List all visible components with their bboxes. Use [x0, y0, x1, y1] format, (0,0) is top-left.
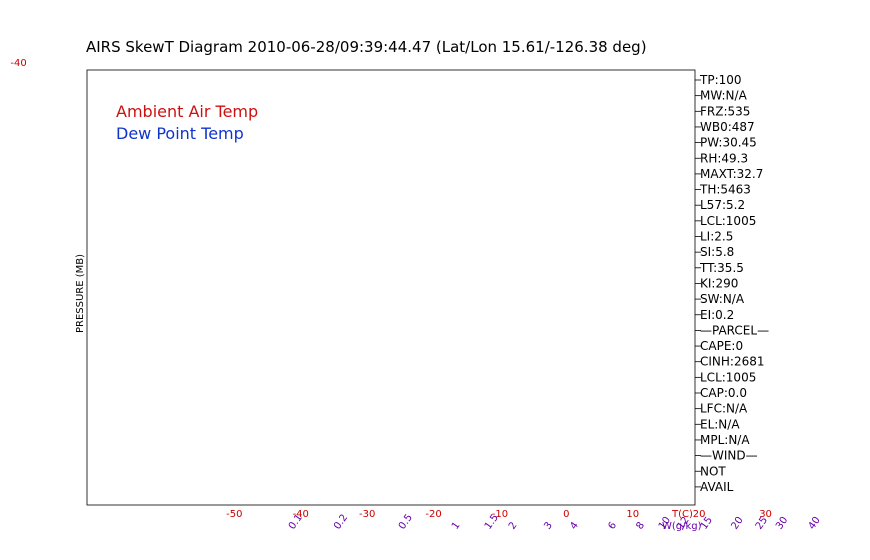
mixing-ratio-label: 6: [606, 520, 619, 532]
mixing-ratio-label: 0.2: [332, 512, 350, 531]
legend-dew-point-temp: Dew Point Temp: [116, 124, 244, 143]
bottom-temp-tick: -30: [359, 509, 375, 520]
stats-item: CAPE:0: [700, 339, 743, 353]
stats-item: SI:5.8: [700, 245, 734, 259]
mixing-ratio-label: 40: [807, 515, 823, 532]
stats-item: CAP:0.0: [700, 386, 747, 400]
legend-ambient-air-temp: Ambient Air Temp: [116, 102, 258, 121]
stats-item: FRZ:535: [700, 104, 750, 118]
stats-item: CINH:2681: [700, 355, 765, 369]
stats-item: L57:5.2: [700, 198, 745, 212]
stats-item: NOT: [700, 464, 726, 478]
y-axis-label: PRESSURE (MB): [75, 254, 86, 333]
stats-item: TT:35.5: [699, 261, 744, 275]
stats-item: LCL:1005: [700, 370, 756, 384]
stats-item: EL:N/A: [700, 417, 740, 431]
mixing-ratio-label: 30: [774, 515, 790, 532]
stats-item: AVAIL: [700, 480, 734, 494]
stats-item: LI:2.5: [700, 230, 733, 244]
stats-item: EI:0.2: [700, 308, 734, 322]
bottom-temp-tick: -10: [492, 509, 508, 520]
bottom-temp-tick: -50: [226, 509, 242, 520]
stats-item: KI:290: [700, 276, 738, 290]
stats-item: MW:N/A: [700, 89, 748, 103]
stats-item: —WIND—: [700, 449, 758, 463]
plot-frame: [86, 69, 696, 506]
chart-title: AIRS SkewT Diagram 2010-06-28/09:39:44.4…: [86, 38, 647, 56]
stats-item: WB0:487: [700, 120, 755, 134]
bottom-temp-tick: 30: [759, 509, 772, 520]
mixing-ratio-label: 8: [634, 520, 647, 532]
stats-item: TH:5463: [699, 183, 751, 197]
bottom-temp-tick: 10: [626, 509, 639, 520]
stats-item: TP:100: [699, 73, 742, 87]
mixing-ratio-label: 3: [542, 520, 555, 532]
mixing-ratio-unit: W(g/kg): [662, 521, 702, 532]
bottom-temp-tick: -20: [425, 509, 441, 520]
mixing-ratio-label: 0.5: [397, 512, 415, 531]
top-temp-tick: -40: [10, 58, 26, 69]
stats-item: SW:N/A: [700, 292, 745, 306]
stats-item: MPL:N/A: [700, 433, 750, 447]
bottom-temp-tick: -40: [293, 509, 309, 520]
bottom-temp-tick: 0: [563, 509, 569, 520]
stats-item: —PARCEL—: [700, 323, 769, 337]
mixing-ratio-label: 1: [450, 520, 463, 532]
stats-item: RH:49.3: [700, 151, 748, 165]
mixing-ratio-label: 4: [568, 520, 581, 532]
stats-item: LFC:N/A: [700, 402, 748, 416]
bottom-temp-tick: 20: [693, 509, 706, 520]
stats-item: LCL:1005: [700, 214, 756, 228]
bottom-temp-unit: T(C): [671, 509, 693, 520]
mixing-ratio-label: 2: [507, 520, 520, 532]
stats-item: PW:30.45: [700, 136, 757, 150]
mixing-ratio-label: 20: [729, 515, 745, 532]
stats-item: MAXT:32.7: [700, 167, 763, 181]
